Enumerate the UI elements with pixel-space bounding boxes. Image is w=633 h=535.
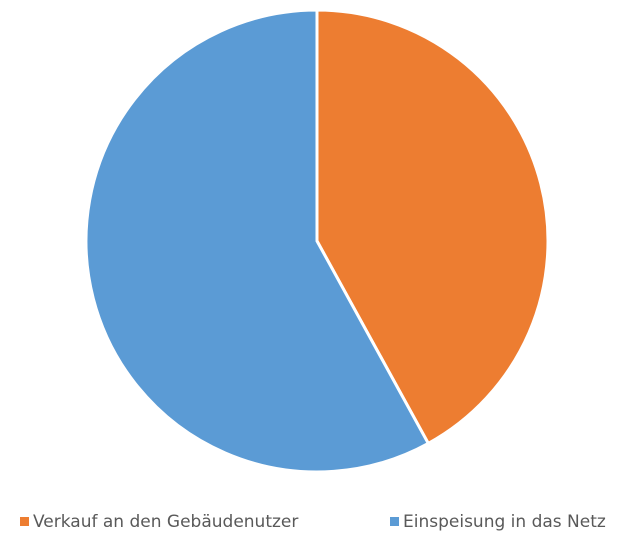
- pie-slice: [315, 8, 550, 446]
- legend-swatch: [390, 517, 399, 526]
- legend-swatch: [20, 517, 29, 526]
- pie-slice: [84, 8, 431, 474]
- legend-label: Verkauf an den Gebäudenutzer: [33, 512, 298, 532]
- legend-label: Einspeisung in das Netz: [403, 512, 606, 532]
